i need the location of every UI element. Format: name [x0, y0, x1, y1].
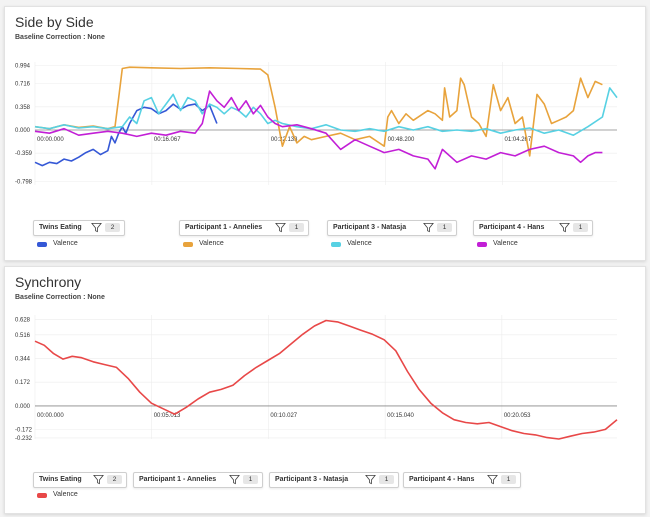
legend-count-badge: 1 [379, 475, 394, 484]
legend-count-badge: 1 [573, 223, 588, 232]
legend-group-box: Participant 1 - Annelies 1 [179, 220, 309, 236]
panel-title: Synchrony [15, 274, 82, 290]
synchrony-chart: 0.628 0.516 0.344 0.172 0.000 -0.172 -0.232 00:… [15, 315, 618, 442]
y-tick-label: 0.516 [15, 333, 31, 339]
filter-icon[interactable] [365, 474, 376, 485]
y-tick-label: 0.344 [15, 357, 31, 363]
legend-group-name: Participant 4 - Hans [409, 476, 475, 483]
legend-group-name: Participant 4 - Hans [479, 224, 545, 231]
side-by-side-panel: Side by Side Baseline Correction : None … [4, 6, 646, 261]
baseline-correction-label: Baseline Correction : None [15, 34, 105, 41]
legend-group-box: Participant 4 - Hans 1 [473, 220, 593, 236]
legend-swatch [37, 242, 47, 247]
baseline-correction-label: Baseline Correction : None [15, 294, 105, 301]
legend-count-badge: 1 [289, 223, 304, 232]
y-tick-label: -0.232 [15, 436, 33, 442]
x-tick-label: 00:16.067 [154, 137, 181, 143]
legend-group-name: Participant 1 - Annelies [185, 224, 263, 231]
x-tick-label: 00:05.013 [154, 413, 181, 419]
x-tick-label: 00:00.000 [37, 413, 64, 419]
y-tick-label: -0.172 [15, 428, 33, 434]
legend-group-name: Participant 3 - Natasja [275, 476, 349, 483]
filter-icon[interactable] [229, 474, 240, 485]
legend-swatch [477, 242, 487, 247]
y-tick-label: 0.358 [15, 105, 31, 111]
side-by-side-chart: 0.994 0.716 0.358 0.000 -0.359 -0.798 00:00.00… [15, 62, 618, 186]
x-tick-label: 01:04.267 [505, 137, 532, 143]
series-line [34, 87, 618, 136]
filter-icon[interactable] [275, 222, 286, 233]
x-tick-label: 00:00.000 [37, 137, 64, 143]
legend-group-box: Participant 3 - Natasja 1 [269, 472, 399, 488]
legend-group-box: Participant 4 - Hans 1 [403, 472, 521, 488]
series-line [34, 103, 218, 167]
legend-series-label: Valence [199, 240, 224, 247]
legend-series-label: Valence [347, 240, 372, 247]
filter-icon[interactable] [487, 474, 498, 485]
y-tick-label: 0.000 [15, 128, 31, 134]
x-tick-label: 00:10.027 [270, 413, 297, 419]
legend-group-name: Participant 3 - Natasja [333, 224, 407, 231]
legend-group-box: Twins Eating 2 [33, 472, 127, 488]
filter-icon[interactable] [93, 474, 104, 485]
legend-series-label: Valence [493, 240, 518, 247]
filter-icon[interactable] [423, 222, 434, 233]
legend-swatch [183, 242, 193, 247]
y-tick-label: -0.359 [15, 151, 33, 157]
legend-group-box: Participant 1 - Annelies 1 [133, 472, 263, 488]
filter-icon[interactable] [91, 222, 102, 233]
series-line [34, 319, 618, 440]
legend-count-badge: 1 [243, 475, 258, 484]
legend-group-box: Twins Eating 2 [33, 220, 125, 236]
synchrony-panel: Synchrony Baseline Correction : None 0.6… [4, 266, 646, 514]
x-tick-label: 00:20.053 [504, 413, 531, 419]
filter-icon[interactable] [559, 222, 570, 233]
series-line [34, 90, 603, 170]
legend-swatch [37, 493, 47, 498]
x-tick-label: 00:48.200 [388, 137, 415, 143]
x-tick-label: 00:15.040 [387, 413, 414, 419]
legend-group-name: Twins Eating [39, 476, 82, 483]
legend-series-label: Valence [53, 491, 78, 498]
legend-series-label: Valence [53, 240, 78, 247]
series-line [34, 66, 603, 157]
legend-count-badge: 1 [437, 223, 452, 232]
legend-count-badge: 2 [107, 475, 122, 484]
legend-count-badge: 2 [105, 223, 120, 232]
y-tick-label: 0.172 [15, 380, 31, 386]
y-tick-label: 0.716 [15, 82, 31, 88]
legend-swatch [331, 242, 341, 247]
y-tick-label: -0.798 [15, 180, 33, 186]
y-tick-label: 0.994 [15, 64, 31, 70]
legend-group-box: Participant 3 - Natasja 1 [327, 220, 457, 236]
legend-count-badge: 1 [501, 475, 516, 484]
legend-group-name: Participant 1 - Annelies [139, 476, 217, 483]
y-tick-label: 0.628 [15, 317, 31, 323]
legend-group-name: Twins Eating [39, 224, 82, 231]
y-tick-label: 0.000 [15, 404, 31, 410]
panel-title: Side by Side [15, 14, 94, 30]
